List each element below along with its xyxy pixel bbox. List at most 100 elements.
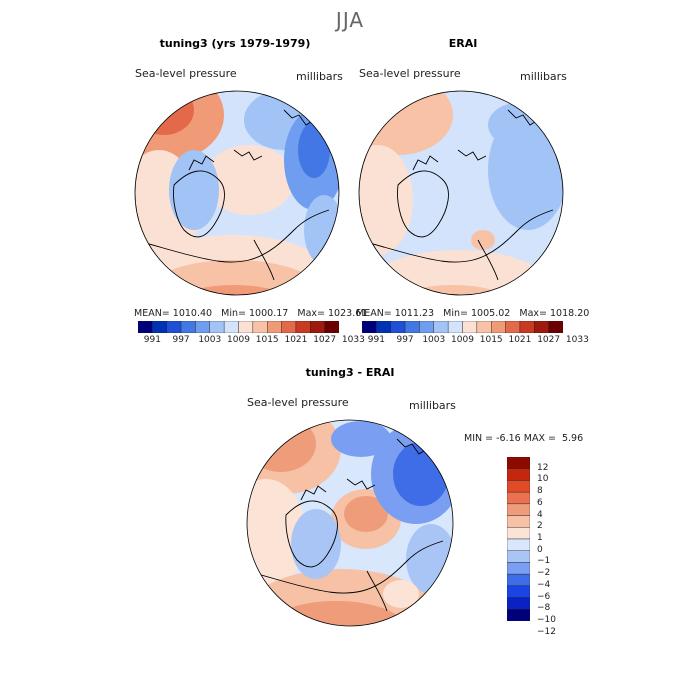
test-mean-prefix: MEAN=: [134, 308, 170, 319]
test-coastlines: [135, 109, 330, 281]
diff-colorbar-swatch: [507, 491, 530, 505]
diff-colorbar-tick-label: 1: [537, 533, 543, 543]
ref-map-outline: [358, 90, 564, 296]
ref-max-value: 1018.20: [550, 308, 590, 319]
diff-colorbar-tick-label: −1: [537, 556, 551, 567]
diff-colorbar-tick-label: −8: [537, 603, 551, 614]
diff-colorbar-tick-label: −2: [537, 568, 551, 579]
ref-colorbar-swatch: [548, 321, 563, 333]
test-min-value: 1000.17: [249, 308, 289, 319]
ref-colorbar-labels: 991 997 1003 1009 1015 1021 1027 1033: [362, 335, 589, 349]
ref-colorbar-swatch: [362, 321, 377, 333]
diff-colorbar-tick-label: 6: [537, 497, 543, 508]
ref-colorbar-swatch: [476, 321, 492, 333]
ref-high-small: [471, 230, 495, 250]
diff-colorbar-swatch: [507, 503, 530, 516]
diff-colorbar-tick-label: −4: [537, 579, 551, 590]
test-colorbar-swatch: [138, 321, 153, 333]
test-max-prefix: Max=: [297, 308, 325, 319]
diff-high-se: [383, 580, 419, 608]
ref-mean-prefix: MEAN=: [356, 308, 392, 319]
diff-colorbar-tick-label: 12: [537, 462, 549, 473]
ref-colorbar-swatch: [491, 321, 506, 333]
test-mean-value: 1010.40: [172, 308, 213, 319]
test-colorbar-swatch: [238, 321, 254, 333]
diff-panel-title: tuning3 - ERAI: [305, 366, 395, 379]
test-colorbar-tick-label: 1027: [313, 335, 337, 345]
diff-colorbar-swatch: [507, 562, 530, 575]
ref-min-value: 1005.02: [471, 308, 511, 319]
diff-colorbar-tick-label: 2: [537, 521, 543, 532]
ref-mean-value: 1011.23: [394, 308, 435, 319]
diff-colorbar-swatch: [507, 457, 530, 469]
test-colorbar-tick-label: 1003: [198, 335, 222, 345]
test-colorbar-tick-label: 1015: [255, 335, 279, 345]
test-polar-map: [134, 90, 340, 296]
diff-colorbar-tick-label: 8: [537, 486, 543, 497]
diff-colorbar-swatch: [507, 597, 530, 610]
ref-colorbar: [362, 321, 563, 333]
ref-colorbar-tick-label: 1027: [537, 335, 561, 345]
test-colorbar-swatch: [281, 321, 297, 333]
ref-panel-title: ERAI: [448, 37, 478, 50]
ref-colorbar-swatch: [433, 321, 449, 333]
diff-colorbar-swatch: [507, 550, 530, 563]
ref-colorbar-tick-label: 991: [367, 335, 385, 345]
ref-colorbar-swatch: [519, 321, 535, 333]
ref-colorbar-swatch: [447, 321, 463, 333]
ref-colorbar-tick-label: 1033: [565, 335, 589, 345]
diff-colorbar: [507, 457, 530, 621]
figure-season-title: JJA: [335, 8, 365, 32]
diff-min-value: -6.16: [496, 433, 521, 444]
test-colorbar-swatch: [195, 321, 210, 333]
diff-colorbar-swatch: [507, 527, 530, 540]
test-variable-label: Sea-level pressure: [135, 67, 237, 80]
ref-variable-label: Sea-level pressure: [359, 67, 461, 80]
test-low-greenland: [169, 150, 219, 230]
ref-low-n: [488, 103, 548, 147]
diff-colorbar-swatch: [507, 538, 530, 551]
diff-colorbar-swatch: [507, 573, 530, 587]
diff-low-greenland: [291, 509, 341, 579]
diff-max-value: 5.96: [561, 433, 584, 444]
diff-colorbar-labels: 12 10 8 6 4 2 1 0 −1 −2 −4 −6 −8 −10 −12: [537, 457, 577, 637]
test-colorbar-labels: 991 997 1003 1009 1015 1021 1027 1033: [138, 335, 365, 349]
ref-coastlines: [359, 109, 554, 281]
test-colorbar-tick-label: 991: [143, 335, 161, 345]
diff-min-prefix: MIN =: [464, 433, 494, 444]
diff-colorbar-swatch: [507, 468, 530, 481]
diff-colorbar-tick-label: −12: [537, 626, 556, 637]
diff-units-label: millibars: [409, 399, 456, 412]
diff-colorbar-swatch: [507, 515, 530, 528]
ref-min-prefix: Min=: [443, 308, 468, 319]
test-colorbar-tick-label: 997: [172, 335, 190, 345]
test-colorbar-swatch: [310, 321, 325, 333]
test-colorbar-swatch: [180, 321, 196, 333]
ref-max-prefix: Max=: [519, 308, 547, 319]
ref-colorbar-tick-label: 997: [396, 335, 414, 345]
ref-colorbar-swatch: [376, 321, 391, 333]
test-colorbar-tick-label: 1021: [284, 335, 308, 345]
test-colorbar: [138, 321, 339, 333]
ref-colorbar-swatch: [505, 321, 521, 333]
ref-high-s: [359, 250, 558, 295]
diff-colorbar-tick-label: 10: [537, 474, 549, 485]
test-high-center: [204, 145, 294, 215]
diff-map-outline: [246, 419, 454, 627]
ref-stats-row: MEAN= 1011.23 Min= 1005.02 Max= 1018.20: [356, 308, 589, 319]
diff-colorbar-tick-label: 0: [537, 544, 543, 555]
test-min-prefix: Min=: [221, 308, 246, 319]
diff-high-center-core: [344, 496, 388, 532]
ref-colorbar-tick-label: 1009: [451, 335, 474, 345]
diff-coastlines: [247, 438, 444, 612]
test-colorbar-swatch: [252, 321, 268, 333]
ref-colorbar-swatch: [419, 321, 434, 333]
ref-colorbar-tick-label: 1021: [508, 335, 532, 345]
ref-colorbar-swatch: [462, 321, 478, 333]
ref-colorbar-tick-label: 1003: [422, 335, 446, 345]
test-colorbar-swatch: [152, 321, 167, 333]
ref-polar-map: [358, 90, 564, 296]
test-low-ne-core: [298, 122, 330, 178]
ref-units-label: millibars: [520, 70, 567, 83]
test-stats-row: MEAN= 1010.40 Min= 1000.17 Max= 1023.61: [134, 308, 367, 319]
